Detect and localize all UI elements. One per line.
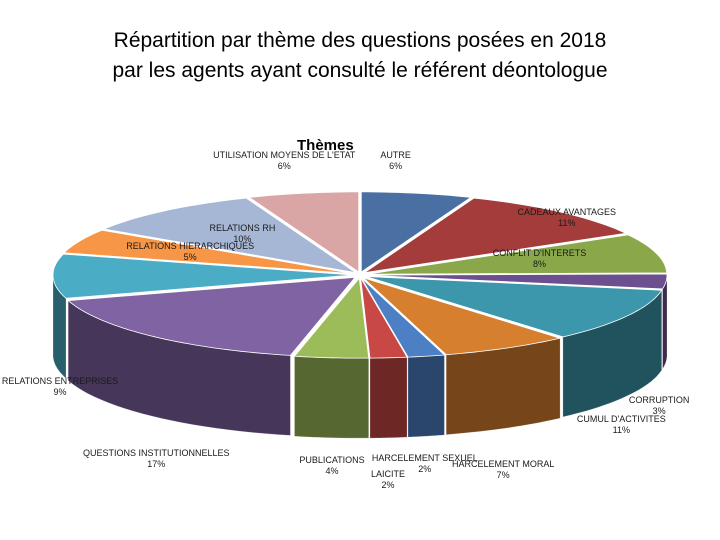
slice-publications [293, 277, 370, 359]
slice-label-name: CADEAUX AVANTAGES [517, 206, 617, 217]
slice-relations-hierarchiques [63, 229, 354, 275]
slice-label-percent: 7% [496, 470, 510, 481]
slice-label-name: HARCELEMENT SEXUEL [371, 453, 478, 464]
slice-conflit-d-interets [366, 234, 668, 275]
slice-label-percent: 9% [53, 387, 67, 398]
slice-label-percent: 2% [381, 479, 395, 490]
chart-title: Répartition par thème des questions posé… [0, 26, 720, 86]
slice-label-harcelement-moral: HARCELEMENT MORAL 7% [452, 459, 554, 481]
slice-label-name: QUESTIONS INSTITUTIONNELLES [83, 447, 230, 458]
slice-label-name: UTILISATION MOYENS DE L'ETAT [213, 150, 356, 161]
slice-label-percent: 6% [389, 161, 403, 172]
slice-laicite [360, 277, 408, 359]
slice-relations-entreprises [52, 253, 354, 299]
slice-label-laicite: LAICITE 2% [371, 469, 405, 491]
slice-cumul-d-activites [365, 276, 663, 338]
slice-label-name: CONFLIT D'INTERETS [492, 248, 587, 258]
slice-autre [360, 191, 472, 273]
slice-label-name: CORRUPTION [628, 395, 690, 406]
slice-corruption [366, 273, 668, 290]
slice-label-name: AUTRE [380, 150, 411, 161]
slice-label-name: PUBLICATIONS [299, 454, 365, 465]
slice-label-autre: AUTRE 6% [380, 150, 411, 172]
chart-title-line-1: Répartition par thème des questions posé… [113, 29, 607, 52]
side-laicite [369, 356, 408, 439]
side-corruption [662, 275, 668, 370]
slice-label-relations-entreprises: RELATIONS ENTREPRISES 9% [2, 376, 118, 398]
slice-label-cadeaux-avantages: CADEAUX AVANTAGES 11% [518, 207, 617, 229]
series-title: Thèmes [297, 137, 354, 154]
slice-harcelement-moral [363, 277, 562, 356]
slice-label-percent: 11% [612, 425, 630, 436]
slice-cadeaux-avantages [364, 197, 628, 273]
slice-label-relations-rh: RELATIONS RH 10% [209, 223, 275, 245]
slice-label-relations-hierarchiques: RELATIONS HIERARCHIQUES 5% [126, 241, 254, 263]
slice-label-percent: 17% [147, 458, 166, 469]
slice-label-name: CUMUL D'ACTIVITES [576, 414, 666, 425]
slice-label-utilisation-moyens-de-l-etat: UTILISATION MOYENS DE L'ETAT 6% [213, 150, 355, 172]
side-harcelement-sexuel [407, 354, 445, 438]
slice-label-name: HARCELEMENT MORAL [452, 459, 555, 470]
slice-label-conflit-d-interets: CONFLIT D'INTERETS 8% [493, 248, 587, 270]
slice-label-percent: 11% [558, 217, 576, 228]
slice-utilisation-moyens-de-l-etat [248, 191, 360, 273]
slice-label-corruption: CORRUPTION 3% [629, 395, 690, 417]
chart-title-line-2: par les agents ayant consulté le référen… [112, 59, 608, 82]
slice-label-publications: PUBLICATIONS 4% [299, 455, 364, 477]
slice-label-percent: 2% [418, 464, 432, 475]
side-publications [294, 355, 369, 439]
slice-questions-institutionnelles [67, 276, 357, 356]
slice-label-name: RELATIONS RH [209, 222, 276, 233]
slice-label-percent: 5% [183, 251, 197, 262]
slice-label-percent: 8% [532, 259, 546, 269]
slice-harcelement-sexuel [361, 277, 446, 358]
slice-label-name: RELATIONS ENTREPRISES [1, 376, 119, 387]
slice-relations-rh [102, 197, 356, 273]
slice-label-harcelement-sexuel: HARCELEMENT SEXUEL 2% [372, 453, 478, 475]
slice-label-percent: 3% [652, 406, 666, 417]
slice-label-percent: 4% [325, 465, 339, 476]
slice-label-percent: 6% [277, 161, 291, 172]
slice-label-cumul-d-activites: CUMUL D'ACTIVITES 11% [577, 414, 666, 436]
slice-label-questions-institutionnelles: QUESTIONS INSTITUTIONNELLES 17% [83, 448, 230, 470]
slice-label-percent: 10% [233, 233, 252, 244]
slice-label-name: LAICITE [370, 468, 406, 479]
slice-label-name: RELATIONS HIERARCHIQUES [126, 240, 255, 251]
